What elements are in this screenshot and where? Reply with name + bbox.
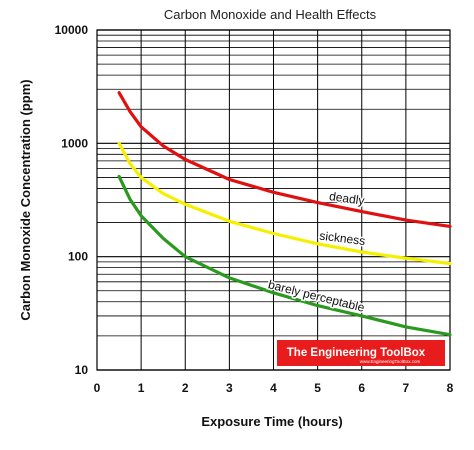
watermark-background xyxy=(277,340,445,366)
x-tick-label: 0 xyxy=(94,381,101,395)
grid xyxy=(96,29,451,371)
chart-title: Carbon Monoxide and Health Effects xyxy=(164,7,377,22)
x-tick-label: 7 xyxy=(403,381,410,395)
x-tick-label: 4 xyxy=(270,381,277,395)
watermark-logo: The Engineering ToolBox www.EngineeringT… xyxy=(277,340,445,366)
x-tick-label: 8 xyxy=(447,381,454,395)
y-tick-label: 10000 xyxy=(55,23,89,37)
y-tick-label: 1000 xyxy=(61,136,88,150)
watermark-subtext: www.EngineeringToolBox.com xyxy=(360,359,421,364)
x-tick-label: 6 xyxy=(358,381,365,395)
series-line-2 xyxy=(117,174,452,337)
x-tick-label: 1 xyxy=(138,381,145,395)
watermark-text: The Engineering ToolBox xyxy=(287,347,426,359)
y-tick-label: 10 xyxy=(75,363,89,377)
y-tick-label: 100 xyxy=(68,250,88,264)
series-label-0: deadly xyxy=(328,189,365,208)
series-line-1 xyxy=(117,141,452,266)
series-layer xyxy=(117,91,452,337)
x-tick-label: 3 xyxy=(226,381,233,395)
y-axis-label: Carbon Monoxide Concentration (ppm) xyxy=(18,79,33,320)
series-line-0 xyxy=(117,91,452,228)
x-tick-label: 2 xyxy=(182,381,189,395)
x-tick-label: 5 xyxy=(314,381,321,395)
tick-labels: 0 1 2 3 4 5 6 7 8 10 100 1000 10000 xyxy=(55,23,454,395)
x-axis-label: Exposure Time (hours) xyxy=(201,414,342,429)
